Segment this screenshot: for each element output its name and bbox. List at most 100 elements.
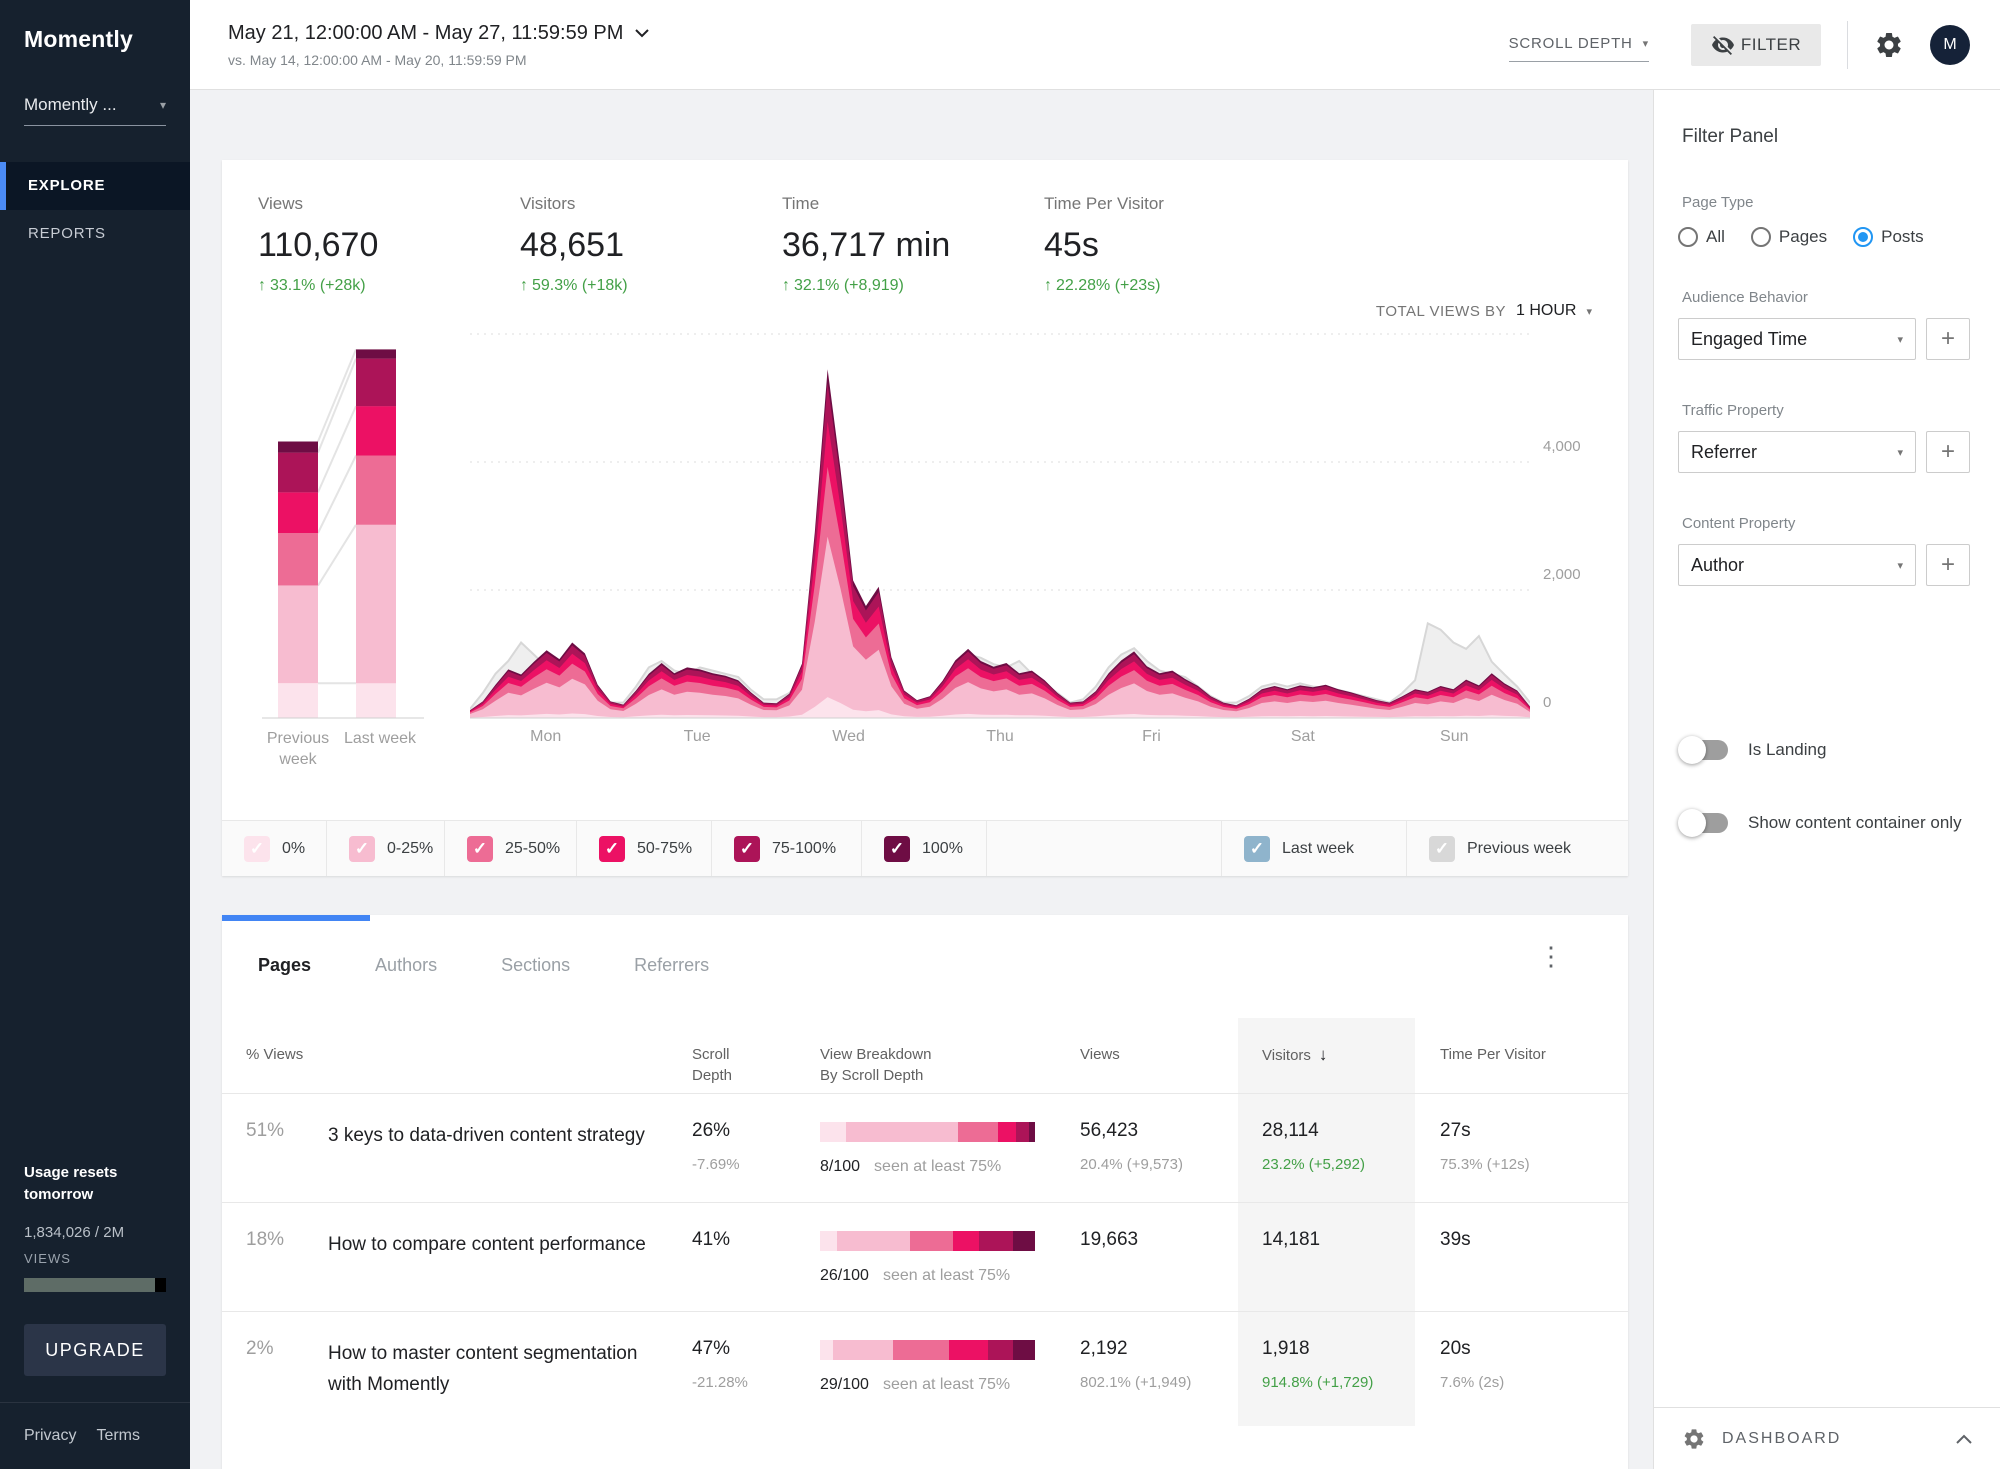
select-content-property[interactable]: Author▾	[1678, 544, 1916, 586]
add-filter-button[interactable]: +	[1926, 318, 1970, 360]
stat-delta: ↑59.3% (+18k)	[520, 277, 782, 295]
sidebar-item-explore[interactable]: EXPLORE	[0, 162, 190, 210]
tab-pages[interactable]: Pages	[258, 955, 311, 976]
scroll-depth-legend: ✓0%✓0-25%✓25-50%✓50-75%✓75-100%✓100% ✓Las…	[222, 820, 1628, 876]
terms-link[interactable]: Terms	[96, 1427, 140, 1445]
tab-authors[interactable]: Authors	[375, 955, 437, 976]
tab-sections[interactable]: Sections	[501, 955, 570, 976]
legend-item-100pct[interactable]: ✓100%	[862, 821, 987, 876]
column-header-visitors[interactable]: Visitors↓	[1238, 1018, 1415, 1093]
y-tick-label: 4,000	[1543, 438, 1581, 455]
page-type-label: Page Type	[1654, 148, 2000, 211]
radio-all[interactable]: All	[1678, 227, 1725, 247]
time-per-visitor-cell: 20s7.6% (2s)	[1415, 1312, 1628, 1426]
main-content: Views110,670↑33.1% (+28k)Visitors48,651↑…	[190, 90, 1653, 1469]
table-tabs: Pages Authors Sections Referrers	[222, 915, 1628, 976]
breakdown-segment	[988, 1340, 1014, 1360]
chart-area: 02,0004,000 MonTueWedThuFriSatSun Previo…	[258, 330, 1592, 760]
filter-button[interactable]: FILTER	[1691, 24, 1821, 66]
toggle-show-content-container-only[interactable]	[1682, 813, 1728, 833]
column-header-views[interactable]: Views	[1052, 1018, 1238, 1093]
select-traffic-property[interactable]: Referrer▾	[1678, 431, 1916, 473]
week-comparison-bar-chart	[258, 330, 458, 722]
breakdown-segment	[1029, 1122, 1035, 1142]
privacy-link[interactable]: Privacy	[24, 1427, 76, 1445]
radio-posts[interactable]: Posts	[1853, 227, 1924, 247]
time-per-visitor-cell: 39s	[1415, 1203, 1628, 1311]
x-tick-label: Sat	[1291, 728, 1315, 746]
views-cell: 2,192802.1% (+1,949)	[1052, 1312, 1238, 1426]
pct-views-cell: 2%	[222, 1312, 322, 1426]
column-header-time-per-visitor[interactable]: Time Per Visitor	[1415, 1018, 1628, 1093]
tab-referrers[interactable]: Referrers	[634, 955, 709, 976]
legend-item-50-75pct[interactable]: ✓50-75%	[577, 821, 712, 876]
eye-off-icon	[1711, 33, 1735, 57]
legend-item-previous-week[interactable]: ✓Previous week	[1407, 821, 1628, 876]
table-row[interactable]: 51%3 keys to data-driven content strateg…	[222, 1093, 1628, 1202]
dashboard-bar[interactable]: DASHBOARD	[1654, 1407, 2000, 1469]
column-header-pct-views[interactable]: % Views	[222, 1018, 322, 1093]
table-row[interactable]: 18%How to compare content performance41%…	[222, 1202, 1628, 1311]
legend-spacer	[987, 821, 1222, 876]
view-breakdown-cell: 8/100seen at least 75%	[812, 1094, 1052, 1202]
chart-interval-selector[interactable]: TOTAL VIEWS BY 1 HOUR ▾	[1376, 302, 1592, 320]
usage-section: Usage resets tomorrow 1,834,026 / 2M VIE…	[0, 1162, 190, 1469]
upgrade-button[interactable]: UPGRADE	[24, 1324, 166, 1376]
stat-label: Views	[258, 194, 520, 214]
page-title-link[interactable]: 3 keys to data-driven content strategy	[328, 1120, 672, 1151]
page-title-link[interactable]: How to compare content performance	[328, 1229, 672, 1260]
page-title-link[interactable]: How to master content segmentation with …	[328, 1338, 672, 1400]
stat-views: Views110,670↑33.1% (+28k)	[258, 194, 520, 295]
radio-pages[interactable]: Pages	[1751, 227, 1827, 247]
bar-label-previous-week: Previous week	[253, 728, 343, 770]
legend-item-75-100pct[interactable]: ✓75-100%	[712, 821, 862, 876]
stat-delta: ↑22.28% (+23s)	[1044, 277, 1306, 295]
date-range-picker[interactable]: May 21, 12:00:00 AM - May 27, 11:59:59 P…	[228, 22, 649, 68]
gear-icon	[1682, 1427, 1706, 1451]
avatar[interactable]: M	[1930, 25, 1970, 65]
checkbox-checked-icon: ✓	[1244, 836, 1270, 862]
page-title-cell: How to compare content performance	[322, 1203, 672, 1311]
toggle-is-landing[interactable]	[1682, 740, 1728, 760]
radio-unselected-icon	[1751, 227, 1771, 247]
x-tick-label: Thu	[986, 728, 1014, 746]
legend-item-0-25pct[interactable]: ✓0-25%	[327, 821, 445, 876]
sidebar-nav: EXPLORE REPORTS	[0, 162, 190, 258]
seen-fraction: 8/100	[820, 1158, 860, 1176]
scroll-depth-cell: 26%-7.69%	[672, 1094, 812, 1202]
page-type-radios: All Pages Posts	[1654, 211, 2000, 247]
table-row[interactable]: 2%How to master content segmentation wit…	[222, 1311, 1628, 1426]
breakdown-segment	[949, 1340, 988, 1360]
usage-unit: VIEWS	[0, 1241, 190, 1266]
settings-button[interactable]	[1874, 30, 1904, 60]
more-options-icon[interactable]: ⋮	[1538, 943, 1564, 969]
metric-selector[interactable]: SCROLL DEPTH ▾	[1509, 35, 1649, 62]
seen-note: seen at least 75%	[883, 1376, 1010, 1394]
interval-value: 1 HOUR	[1516, 302, 1576, 320]
workspace-selector[interactable]: Momently ... ▾	[24, 95, 166, 126]
stat-value: 110,670	[258, 226, 520, 265]
sidebar: Momently Momently ... ▾ EXPLORE REPORTS …	[0, 0, 190, 1469]
column-header-view-breakdown[interactable]: View Breakdown By Scroll Depth	[812, 1018, 1052, 1093]
x-tick-label: Sun	[1440, 728, 1468, 746]
breakdown-segment	[1013, 1340, 1035, 1360]
stat-label: Time	[782, 194, 1044, 214]
usage-progress-bar	[24, 1278, 166, 1292]
breakdown-segment	[837, 1231, 910, 1251]
column-header-scroll-depth[interactable]: Scroll Depth	[672, 1018, 812, 1093]
sidebar-item-reports[interactable]: REPORTS	[0, 210, 190, 258]
add-filter-button[interactable]: +	[1926, 431, 1970, 473]
legend-item-25-50pct[interactable]: ✓25-50%	[445, 821, 577, 876]
select-audience-behavior[interactable]: Engaged Time▾	[1678, 318, 1916, 360]
radio-selected-icon	[1853, 227, 1873, 247]
add-filter-button[interactable]: +	[1926, 544, 1970, 586]
visitors-cell: 28,11423.2% (+5,292)	[1238, 1094, 1415, 1202]
checkbox-checked-icon: ✓	[599, 836, 625, 862]
legend-item-last-week[interactable]: ✓Last week	[1222, 821, 1407, 876]
legend-item-0pct[interactable]: ✓0%	[222, 821, 327, 876]
stat-time-per-visitor: Time Per Visitor45s↑22.28% (+23s)	[1044, 194, 1306, 295]
stat-value: 45s	[1044, 226, 1306, 265]
x-tick-label: Mon	[530, 728, 561, 746]
pct-views-cell: 51%	[222, 1094, 322, 1202]
breakdown-segment	[820, 1231, 837, 1251]
